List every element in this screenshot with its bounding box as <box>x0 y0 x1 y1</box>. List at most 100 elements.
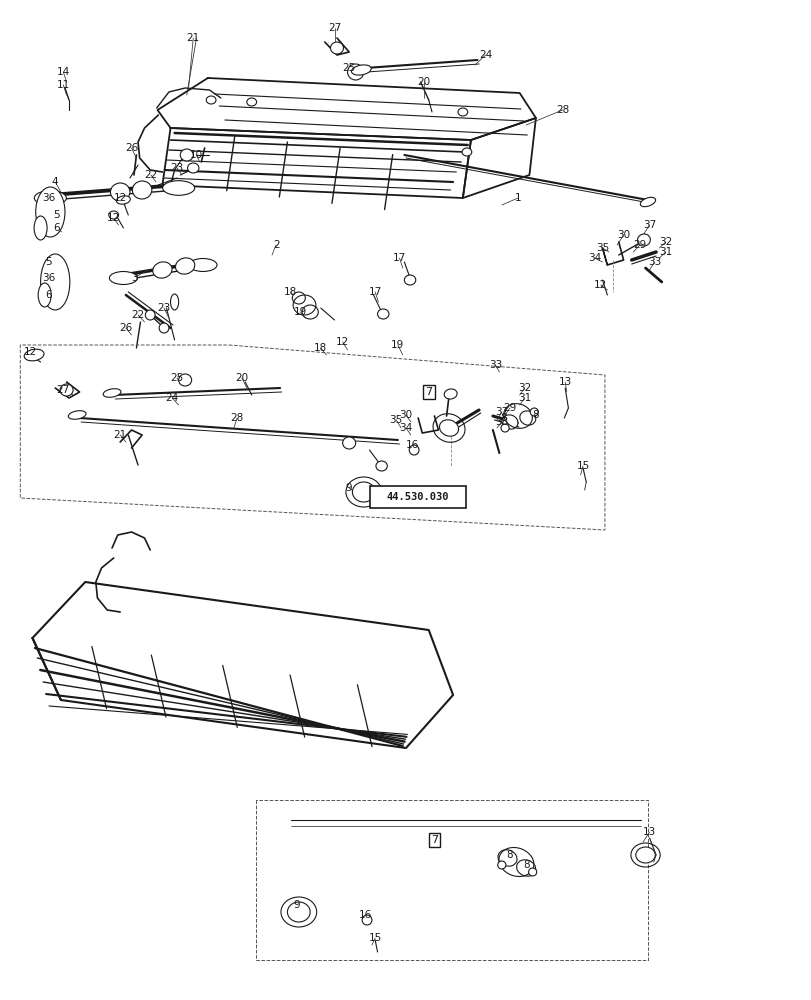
Ellipse shape <box>528 868 536 876</box>
Ellipse shape <box>206 96 216 104</box>
Text: 2: 2 <box>272 240 279 250</box>
Text: 10: 10 <box>190 150 203 160</box>
Ellipse shape <box>162 181 195 195</box>
Text: 11: 11 <box>57 80 70 90</box>
Text: 23: 23 <box>157 303 170 313</box>
Ellipse shape <box>189 259 217 271</box>
Text: 1: 1 <box>514 193 521 203</box>
Text: 24: 24 <box>478 50 491 60</box>
Text: 5: 5 <box>54 210 60 220</box>
Text: 7: 7 <box>431 835 437 845</box>
Text: 8: 8 <box>500 413 506 423</box>
Text: 28: 28 <box>230 413 243 423</box>
Ellipse shape <box>41 254 70 310</box>
Text: 15: 15 <box>576 461 589 471</box>
Text: 9: 9 <box>345 483 352 493</box>
Ellipse shape <box>24 349 44 361</box>
Ellipse shape <box>516 860 535 876</box>
Ellipse shape <box>302 305 318 319</box>
Ellipse shape <box>110 183 130 201</box>
Text: 35: 35 <box>389 415 402 425</box>
Text: 26: 26 <box>125 143 138 153</box>
Text: 37: 37 <box>495 407 508 417</box>
Text: 12: 12 <box>107 213 120 223</box>
Text: 36: 36 <box>42 273 55 283</box>
Ellipse shape <box>409 445 418 455</box>
Text: 18: 18 <box>284 287 297 297</box>
Text: 27: 27 <box>57 385 70 395</box>
Text: 29: 29 <box>633 240 646 250</box>
Text: 32: 32 <box>659 237 672 247</box>
Text: 12: 12 <box>594 280 607 290</box>
Text: 25: 25 <box>342 63 355 73</box>
Ellipse shape <box>170 294 178 310</box>
Ellipse shape <box>47 264 63 300</box>
Text: 5: 5 <box>45 257 52 267</box>
Ellipse shape <box>457 108 467 116</box>
Text: 17: 17 <box>393 253 406 263</box>
Text: 8: 8 <box>506 850 513 860</box>
Text: 22: 22 <box>144 170 157 180</box>
Text: 14: 14 <box>57 67 70 77</box>
Text: 44.530.030: 44.530.030 <box>387 492 448 502</box>
Ellipse shape <box>519 411 535 425</box>
Text: 33: 33 <box>647 257 660 267</box>
Ellipse shape <box>175 258 195 274</box>
Text: 32: 32 <box>517 383 530 393</box>
Text: 15: 15 <box>368 933 381 943</box>
Ellipse shape <box>68 411 86 419</box>
Text: 12: 12 <box>24 347 37 357</box>
Ellipse shape <box>292 292 305 304</box>
Text: 37: 37 <box>642 220 655 230</box>
Ellipse shape <box>330 42 343 54</box>
Ellipse shape <box>497 850 517 866</box>
Text: 34: 34 <box>587 253 600 263</box>
Text: 6: 6 <box>54 223 60 233</box>
Text: 9: 9 <box>293 900 299 910</box>
Ellipse shape <box>145 310 155 320</box>
Text: 22: 22 <box>131 310 144 320</box>
Text: 13: 13 <box>558 377 571 387</box>
Text: 8: 8 <box>532 410 539 420</box>
Text: 13: 13 <box>642 827 655 837</box>
Ellipse shape <box>42 196 58 228</box>
Ellipse shape <box>36 187 65 237</box>
Text: 35: 35 <box>595 243 608 253</box>
Ellipse shape <box>152 262 172 278</box>
Text: 16: 16 <box>406 440 418 450</box>
Text: 21: 21 <box>187 33 200 43</box>
Text: 38: 38 <box>495 417 508 427</box>
Ellipse shape <box>444 389 457 399</box>
Ellipse shape <box>187 163 199 173</box>
Ellipse shape <box>159 323 169 333</box>
Text: 19: 19 <box>391 340 404 350</box>
Text: 31: 31 <box>517 393 530 403</box>
Ellipse shape <box>116 196 131 204</box>
Text: 20: 20 <box>417 77 430 87</box>
Text: 18: 18 <box>314 343 327 353</box>
Ellipse shape <box>347 64 363 80</box>
Text: 16: 16 <box>358 910 371 920</box>
Text: 19: 19 <box>294 307 307 317</box>
Text: 3: 3 <box>131 273 137 283</box>
Ellipse shape <box>640 197 654 207</box>
Text: 26: 26 <box>119 323 132 333</box>
Text: 30: 30 <box>399 410 412 420</box>
Text: 7: 7 <box>425 387 431 397</box>
Ellipse shape <box>352 482 375 502</box>
Text: 30: 30 <box>616 230 629 240</box>
Text: 28: 28 <box>556 105 569 115</box>
Ellipse shape <box>637 234 650 246</box>
Ellipse shape <box>635 847 654 863</box>
Ellipse shape <box>247 98 256 106</box>
Text: 12: 12 <box>114 193 127 203</box>
Text: 31: 31 <box>659 247 672 257</box>
Ellipse shape <box>501 415 517 429</box>
Text: 25: 25 <box>170 373 183 383</box>
Ellipse shape <box>439 420 458 436</box>
Text: 12: 12 <box>336 337 349 347</box>
Text: 4: 4 <box>52 177 58 187</box>
Ellipse shape <box>132 181 152 199</box>
Text: 33: 33 <box>488 360 501 370</box>
Text: 20: 20 <box>235 373 248 383</box>
